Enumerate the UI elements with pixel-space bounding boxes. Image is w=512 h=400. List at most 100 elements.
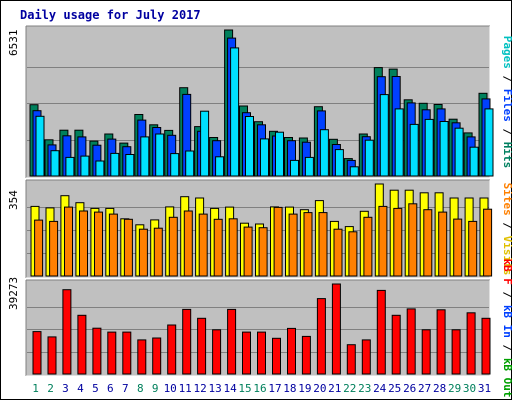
day-label-21: 21	[328, 382, 341, 395]
bar-pages-day-10	[170, 153, 180, 177]
bar-kbytes-day-20	[316, 298, 326, 375]
bar-pages-day-12	[200, 110, 210, 177]
bar-kbytes-day-4	[77, 314, 87, 375]
day-label-24: 24	[373, 382, 387, 395]
legend-pages-0-0: Pages	[501, 36, 512, 69]
legend-panel-0: Pages / Files / Hits	[501, 36, 512, 169]
bar-pages-day-31	[484, 108, 494, 177]
bar-sites-day-3	[64, 206, 73, 277]
day-label-27: 27	[418, 382, 431, 395]
day-label-6: 6	[107, 382, 114, 395]
bar-sites-day-4	[79, 210, 88, 277]
bar-pages-day-17	[275, 131, 284, 177]
bar-pages-day-29	[454, 127, 464, 177]
bar-pages-day-3	[65, 156, 75, 177]
bar-sites-day-8	[138, 228, 148, 277]
legend---0-3: /	[501, 122, 512, 142]
bar-kbytes-day-22	[346, 344, 356, 375]
bar-pages-day-4	[80, 155, 90, 177]
bar-kbytes-day-1	[32, 331, 42, 375]
bar-sites-day-20	[318, 212, 328, 277]
bar-kbytes-day-19	[301, 335, 311, 375]
bar-pages-day-9	[155, 133, 165, 177]
bar-sites-day-9	[153, 227, 163, 277]
bar-sites-day-23	[363, 216, 373, 277]
bar-sites-day-31	[483, 208, 493, 277]
bar-kbytes-day-26	[406, 308, 416, 375]
bar-sites-day-7	[123, 218, 133, 277]
bar-pages-day-26	[409, 123, 419, 177]
bar-pages-day-23	[364, 139, 374, 177]
legend---2-1: /	[501, 285, 512, 305]
day-label-17: 17	[268, 382, 281, 395]
bar-pages-day-5	[95, 160, 105, 177]
bar-kbytes-day-31	[481, 317, 491, 375]
bar-sites-day-5	[94, 211, 103, 277]
day-label-19: 19	[298, 382, 311, 395]
bar-pages-day-30	[469, 146, 479, 177]
bar-sites-day-30	[468, 220, 478, 277]
bar-pages-day-18	[290, 159, 299, 177]
legend-kb-in-2-2: kB In	[501, 305, 512, 338]
bar-kbytes-day-29	[451, 329, 461, 375]
bar-pages-day-24	[379, 94, 389, 177]
bar-kbytes-day-28	[436, 309, 446, 375]
bar-sites-day-17	[273, 206, 283, 277]
bar-pages-day-22	[349, 166, 359, 177]
bar-pages-day-1	[35, 115, 45, 177]
bar-sites-day-21	[333, 228, 343, 277]
day-label-5: 5	[92, 382, 99, 395]
bar-kbytes-day-7	[122, 331, 132, 375]
bar-kbytes-day-3	[62, 289, 72, 375]
day-label-29: 29	[448, 382, 461, 395]
bar-kbytes-day-17	[272, 337, 281, 375]
bar-sites-day-18	[288, 213, 298, 277]
bar-kbytes-day-18	[287, 327, 296, 375]
legend-hits-0-4: Hits	[501, 142, 512, 169]
day-label-7: 7	[122, 382, 129, 395]
bar-sites-day-22	[348, 231, 358, 277]
bar-sites-day-27	[423, 209, 433, 277]
bar-sites-day-24	[378, 205, 388, 277]
bar-sites-day-2	[49, 220, 59, 277]
bar-kbytes-day-24	[376, 289, 386, 375]
bar-sites-day-13	[213, 218, 223, 277]
max-label-visits-sites: 354	[7, 190, 20, 210]
day-label-8: 8	[137, 382, 144, 395]
bar-sites-day-29	[453, 218, 463, 277]
day-label-4: 4	[77, 382, 84, 395]
bar-sites-day-14	[228, 218, 238, 277]
day-label-30: 30	[463, 382, 476, 395]
legend---1-1: /	[501, 216, 512, 236]
bar-sites-day-6	[108, 213, 118, 277]
bar-pages-day-20	[319, 129, 329, 177]
bar-kbytes-day-16	[257, 331, 266, 375]
legend-panel-2: kB F / kB In / kB Out	[501, 258, 512, 397]
bar-pages-day-2	[50, 150, 60, 177]
bar-kbytes-day-8	[137, 339, 147, 375]
legend---2-3: /	[501, 338, 512, 358]
day-label-14: 14	[223, 382, 237, 395]
bar-kbytes-day-25	[391, 314, 401, 375]
day-label-9: 9	[152, 382, 159, 395]
bar-kbytes-day-23	[361, 339, 371, 375]
bar-kbytes-day-2	[47, 336, 57, 375]
bar-pages-day-15	[245, 116, 254, 177]
day-label-10: 10	[164, 382, 177, 395]
bar-sites-day-19	[303, 212, 313, 277]
bar-kbytes-day-15	[242, 331, 251, 375]
bar-pages-day-13	[215, 156, 225, 177]
bar-pages-day-14	[230, 47, 240, 177]
bar-kbytes-day-6	[107, 331, 117, 375]
bar-pages-day-16	[260, 138, 269, 177]
legend-sites-1-0: Sites	[501, 183, 512, 216]
bar-pages-day-8	[140, 136, 150, 177]
legend---0-1: /	[501, 69, 512, 89]
bar-kbytes-day-14	[227, 308, 237, 375]
day-label-13: 13	[208, 382, 221, 395]
day-label-16: 16	[253, 382, 266, 395]
day-label-18: 18	[283, 382, 296, 395]
bar-sites-day-28	[438, 211, 448, 277]
legend-visits-1-2: Visits	[501, 236, 512, 276]
